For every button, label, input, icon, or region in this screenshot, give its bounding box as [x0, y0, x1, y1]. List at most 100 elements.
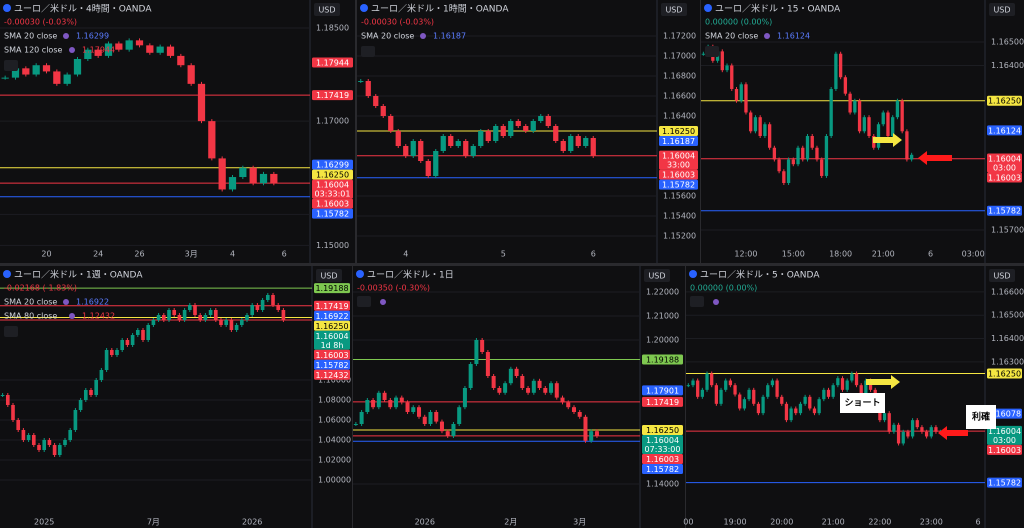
- indicator-icon: [69, 313, 75, 319]
- candle: [125, 40, 133, 50]
- price-tag: [312, 90, 353, 101]
- y-tick-label: 1.16800: [663, 72, 696, 81]
- candle: [146, 325, 151, 340]
- indicator-value: 1.16922: [76, 298, 109, 307]
- candle: [0, 395, 5, 396]
- price-tag-countdown: 03:00: [993, 436, 1016, 445]
- candle: [493, 126, 499, 141]
- x-tick-label: 3月: [573, 518, 586, 527]
- price-tag: [987, 368, 1022, 379]
- candle: [177, 315, 182, 320]
- currency-button[interactable]: [989, 3, 1015, 16]
- price-tag: [642, 385, 683, 396]
- candle: [700, 389, 704, 397]
- candle: [744, 84, 748, 113]
- candle: [63, 440, 67, 445]
- candle: [853, 100, 857, 113]
- y-tick-label: 1.16500: [991, 311, 1024, 320]
- candle: [411, 407, 416, 412]
- price-tag-label: 1.15782: [316, 210, 349, 219]
- candle: [705, 373, 709, 390]
- candle: [448, 136, 454, 146]
- collapse-button[interactable]: [357, 296, 371, 307]
- candle: [197, 83, 206, 122]
- candle: [161, 315, 166, 320]
- candle: [826, 389, 831, 397]
- candle: [276, 305, 281, 310]
- candle: [219, 320, 223, 325]
- x-tick-label: 2026: [415, 518, 435, 527]
- price-tag-label: 1.16004: [646, 436, 679, 445]
- price-tag-label: 1.16003: [988, 446, 1021, 455]
- collapse-button[interactable]: [690, 296, 704, 307]
- candle: [255, 305, 260, 310]
- candle: [577, 411, 582, 417]
- price-change: -0.00030 (-0.03%): [361, 18, 434, 27]
- candle: [571, 407, 576, 412]
- price-tag: [312, 179, 353, 199]
- collapse-button[interactable]: [361, 46, 375, 57]
- price-tag: [987, 95, 1022, 106]
- candle: [399, 397, 404, 403]
- y-tick-label: 1.15200: [663, 232, 696, 241]
- candle: [775, 380, 779, 397]
- candle: [83, 390, 88, 400]
- price-tag: [314, 349, 350, 360]
- candle: [822, 389, 826, 400]
- currency-button[interactable]: [316, 269, 342, 282]
- x-tick-label: 6: [591, 250, 596, 259]
- candle: [520, 375, 525, 388]
- candle: [906, 431, 910, 437]
- currency-button[interactable]: [644, 269, 670, 282]
- price-tag: [642, 453, 683, 464]
- collapse-button[interactable]: [4, 326, 18, 337]
- candle: [120, 340, 125, 350]
- symbol-icon: [689, 270, 697, 278]
- candle: [249, 167, 257, 184]
- candle: [868, 380, 873, 390]
- candle: [115, 350, 119, 355]
- candle: [259, 173, 268, 184]
- candle: [89, 390, 93, 395]
- collapse-button[interactable]: [4, 60, 18, 71]
- candle: [1, 77, 9, 79]
- candle: [433, 151, 439, 176]
- candle: [554, 383, 559, 398]
- candle: [434, 411, 439, 422]
- candle: [73, 59, 82, 75]
- candle: [560, 397, 565, 403]
- candle: [104, 43, 113, 56]
- collapse-button[interactable]: [705, 46, 719, 57]
- panel-background: [353, 266, 685, 528]
- candle: [115, 43, 123, 50]
- candle: [11, 68, 20, 78]
- currency-button[interactable]: [314, 3, 340, 16]
- candle: [789, 408, 793, 421]
- price-tag-label: 1.16003: [988, 174, 1021, 183]
- chart-panel: 1.16600 1.16500 1.16400 1.16300 00 19:00 20:00…: [683, 266, 1024, 528]
- candle: [724, 380, 728, 390]
- y-tick-label: 1.16400: [991, 334, 1024, 343]
- x-tick-label: 2026: [242, 518, 262, 527]
- candle: [208, 310, 213, 315]
- candle: [770, 380, 775, 386]
- annotation-box: [840, 393, 885, 413]
- price-tag-label: 1.15782: [315, 361, 348, 370]
- candle: [99, 370, 104, 380]
- x-tick-label: 15:00: [782, 250, 805, 259]
- x-tick-label: 2月: [504, 518, 517, 527]
- candle: [68, 430, 73, 440]
- currency-button[interactable]: [989, 269, 1015, 282]
- price-tag: [314, 369, 350, 380]
- candle: [218, 158, 226, 190]
- y-tick-label: 1.15400: [663, 212, 696, 221]
- price-tag-label: 1.15782: [988, 479, 1021, 488]
- price-change: 0.00000 (0.00%): [705, 18, 772, 27]
- currency-button[interactable]: [661, 3, 687, 16]
- candle: [838, 53, 843, 78]
- price-tag: [987, 444, 1022, 455]
- indicator-name: SMA 20 close: [361, 32, 414, 41]
- candle: [777, 159, 781, 172]
- candle: [166, 46, 175, 56]
- candle: [766, 385, 770, 397]
